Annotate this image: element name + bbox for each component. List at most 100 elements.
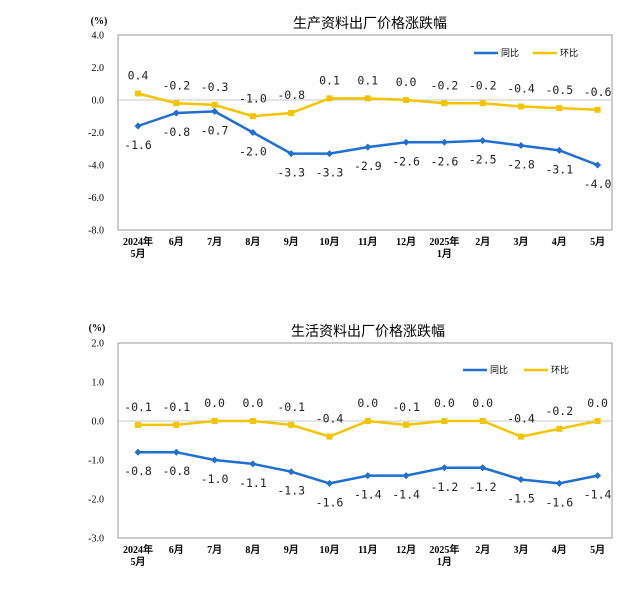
x-tick-label: 7月 [207, 544, 222, 556]
y-tick-label: 1.0 [92, 378, 105, 389]
x-tick-label: 5月 [131, 556, 146, 568]
y-tick-label: -3.0 [88, 534, 104, 545]
data-point [555, 146, 563, 154]
data-label: -1.4 [392, 488, 420, 502]
data-label: 0.0 [587, 396, 608, 410]
data-label: -0.8 [277, 88, 305, 102]
data-point [287, 468, 295, 476]
data-point [555, 479, 563, 487]
data-point [173, 100, 180, 107]
data-point [479, 100, 486, 107]
data-point [172, 109, 180, 117]
data-point [326, 479, 333, 487]
data-label: -0.1 [162, 400, 190, 414]
data-point [211, 456, 219, 464]
data-label: -0.6 [584, 85, 612, 99]
data-label: -3.3 [277, 166, 305, 180]
legend-label-mom: 环比 [560, 47, 578, 59]
data-point [517, 476, 525, 483]
data-label: -3.1 [545, 162, 573, 176]
data-point [364, 143, 372, 151]
data-label: 0.0 [357, 396, 378, 410]
data-label: 0.0 [243, 396, 264, 410]
data-point [173, 421, 180, 428]
data-label: -0.8 [162, 125, 190, 139]
data-point [402, 472, 410, 480]
data-point [594, 161, 602, 169]
x-tick-label: 12月 [396, 236, 416, 248]
data-label: -1.0 [201, 472, 229, 486]
data-point [479, 464, 487, 472]
data-point [518, 433, 524, 440]
data-label: -2.5 [469, 153, 497, 167]
x-tick-label: 2024年 [123, 235, 153, 248]
data-label: -4.0 [584, 177, 612, 191]
data-label: -0.1 [277, 400, 305, 414]
y-tick-label: 4.0 [92, 31, 105, 42]
legend: 同比 环比 [463, 364, 569, 376]
x-tick-label: 12月 [396, 544, 416, 556]
data-point [326, 150, 333, 158]
data-label: -2.6 [392, 154, 420, 168]
x-tick-label: 9月 [284, 236, 299, 248]
x-tick-label: 2024年 [123, 543, 153, 556]
data-point [134, 448, 142, 456]
legend-label-mom: 环比 [551, 364, 569, 376]
data-label: -1.3 [277, 484, 305, 498]
data-point [403, 97, 410, 103]
data-label: 0.0 [396, 75, 417, 89]
data-point [517, 142, 525, 149]
data-point [288, 110, 295, 116]
data-label: 0.0 [434, 396, 455, 410]
data-label: -1.1 [239, 476, 267, 490]
data-point [135, 421, 141, 428]
x-tick-label: 6月 [169, 236, 184, 248]
x-tick-label: 10月 [320, 236, 340, 248]
chart-production-materials: 生产资料出厂价格涨跌幅 (%) 同比 环比 4.02.00.0-2.0-4.0-… [88, 16, 613, 260]
y-tick-label: -2.0 [88, 128, 104, 139]
data-point [518, 103, 524, 110]
data-point [556, 425, 563, 432]
data-point [287, 150, 295, 158]
data-label: -2.0 [239, 145, 267, 159]
data-point [594, 472, 602, 480]
data-point [249, 418, 256, 424]
x-tick-label: 3月 [514, 544, 529, 556]
data-label: -1.0 [239, 91, 267, 105]
y-tick-label: -8.0 [88, 226, 104, 237]
data-label: -0.4 [507, 82, 535, 96]
data-point [364, 95, 371, 102]
data-label: -0.2 [469, 78, 497, 92]
chart-title: 生活资料出厂价格涨跌幅 [291, 324, 445, 340]
data-point [594, 106, 601, 113]
data-point [594, 418, 601, 424]
x-tick-label: 3月 [514, 236, 529, 248]
data-label: -0.1 [124, 400, 152, 414]
y-tick-label: 0.0 [92, 417, 105, 428]
legend-label-yoy: 同比 [501, 47, 519, 59]
data-point [479, 137, 487, 145]
data-label: -1.2 [431, 480, 459, 494]
x-tick-label: 8月 [245, 544, 260, 556]
data-label: -1.4 [354, 488, 382, 502]
data-point [211, 107, 219, 115]
data-label: 0.0 [204, 396, 225, 410]
data-label: 0.1 [357, 73, 378, 87]
data-point [364, 418, 371, 424]
data-label: -2.8 [507, 158, 535, 172]
y-tick-label: -4.0 [88, 161, 104, 172]
data-point [364, 472, 372, 480]
data-label: -0.4 [507, 412, 535, 426]
data-label: -3.3 [316, 166, 344, 180]
data-label: -1.6 [545, 495, 573, 509]
data-label: -0.2 [545, 404, 573, 418]
data-label: -0.2 [162, 78, 190, 92]
data-point [440, 464, 448, 472]
data-point [441, 100, 448, 107]
data-point [440, 138, 448, 146]
data-point [211, 418, 218, 424]
x-tick-label: 6月 [169, 544, 184, 556]
x-tick-label: 4月 [552, 544, 567, 556]
chart-title: 生产资料出厂价格涨跌幅 [293, 16, 447, 32]
x-tick-label: 1月 [437, 248, 452, 260]
